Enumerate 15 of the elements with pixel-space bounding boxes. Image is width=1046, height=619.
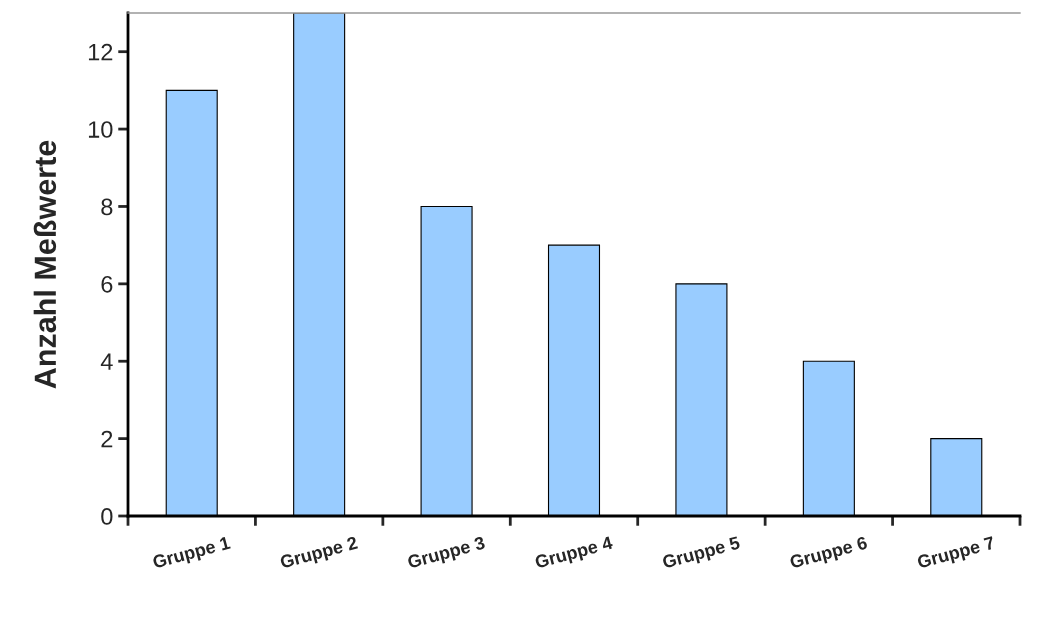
y-tick-label: 2 — [101, 430, 113, 448]
y-tick-label: 8 — [101, 198, 113, 216]
y-tick-label: 0 — [101, 508, 113, 525]
x-tick-label: Gruppe 3 — [406, 536, 487, 573]
y-tick-label: 4 — [100, 353, 113, 370]
y-axis-title: Anzahl Meßwerte — [33, 140, 57, 389]
x-tick-label: Gruppe 7 — [916, 536, 996, 573]
y-tick-label: 6 — [101, 275, 113, 293]
x-tick-label: Gruppe 4 — [534, 535, 615, 573]
y-tick-label: 12 — [88, 43, 113, 61]
x-tick-label: Gruppe 2 — [279, 536, 359, 573]
x-tick-label: Gruppe 5 — [661, 536, 742, 573]
y-tick-label: 10 — [88, 121, 113, 138]
x-tick-label: Gruppe 1 — [152, 536, 232, 573]
x-tick-label: Gruppe 6 — [789, 536, 869, 573]
